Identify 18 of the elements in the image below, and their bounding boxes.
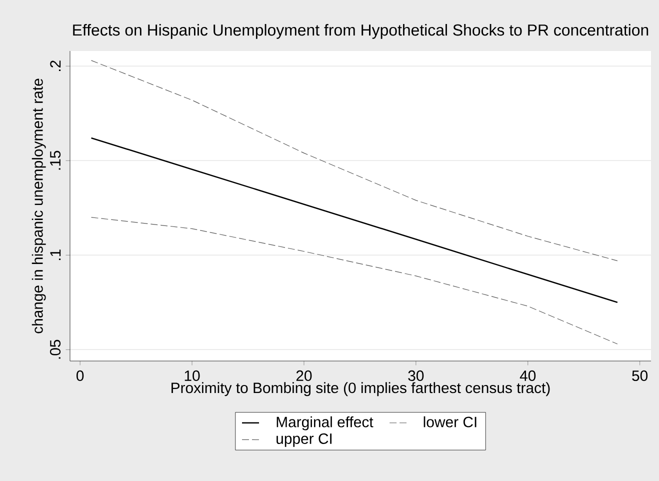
y-tick-label: .05 (50, 340, 61, 359)
legend-label: Marginal effect (276, 416, 374, 430)
x-tick-label: 30 (408, 370, 424, 382)
x-tick-label: 20 (296, 370, 312, 382)
y-tick-label: .2 (50, 60, 61, 71)
y-axis-title: change in hispanic unemployment rate (32, 78, 46, 334)
x-axis-title: Proximity to Bombing site (0 implies farthest census tract) (172, 382, 550, 396)
line-series (90, 217, 618, 344)
chart-title: Effects on Hispanic Unemployment from Hypothetical Shocks to PR concentration (73, 24, 648, 39)
x-tick-label: 10 (184, 370, 200, 382)
x-tick-label: 50 (632, 370, 648, 382)
y-tick-label: .1 (50, 250, 61, 260)
y-tick-label: .15 (50, 150, 61, 170)
line-series (90, 60, 618, 262)
legend-label: lower CI (424, 416, 476, 428)
legend-label: upper CI (276, 433, 332, 447)
x-tick-label: 0 (76, 370, 84, 382)
x-tick-label: 40 (520, 370, 536, 382)
